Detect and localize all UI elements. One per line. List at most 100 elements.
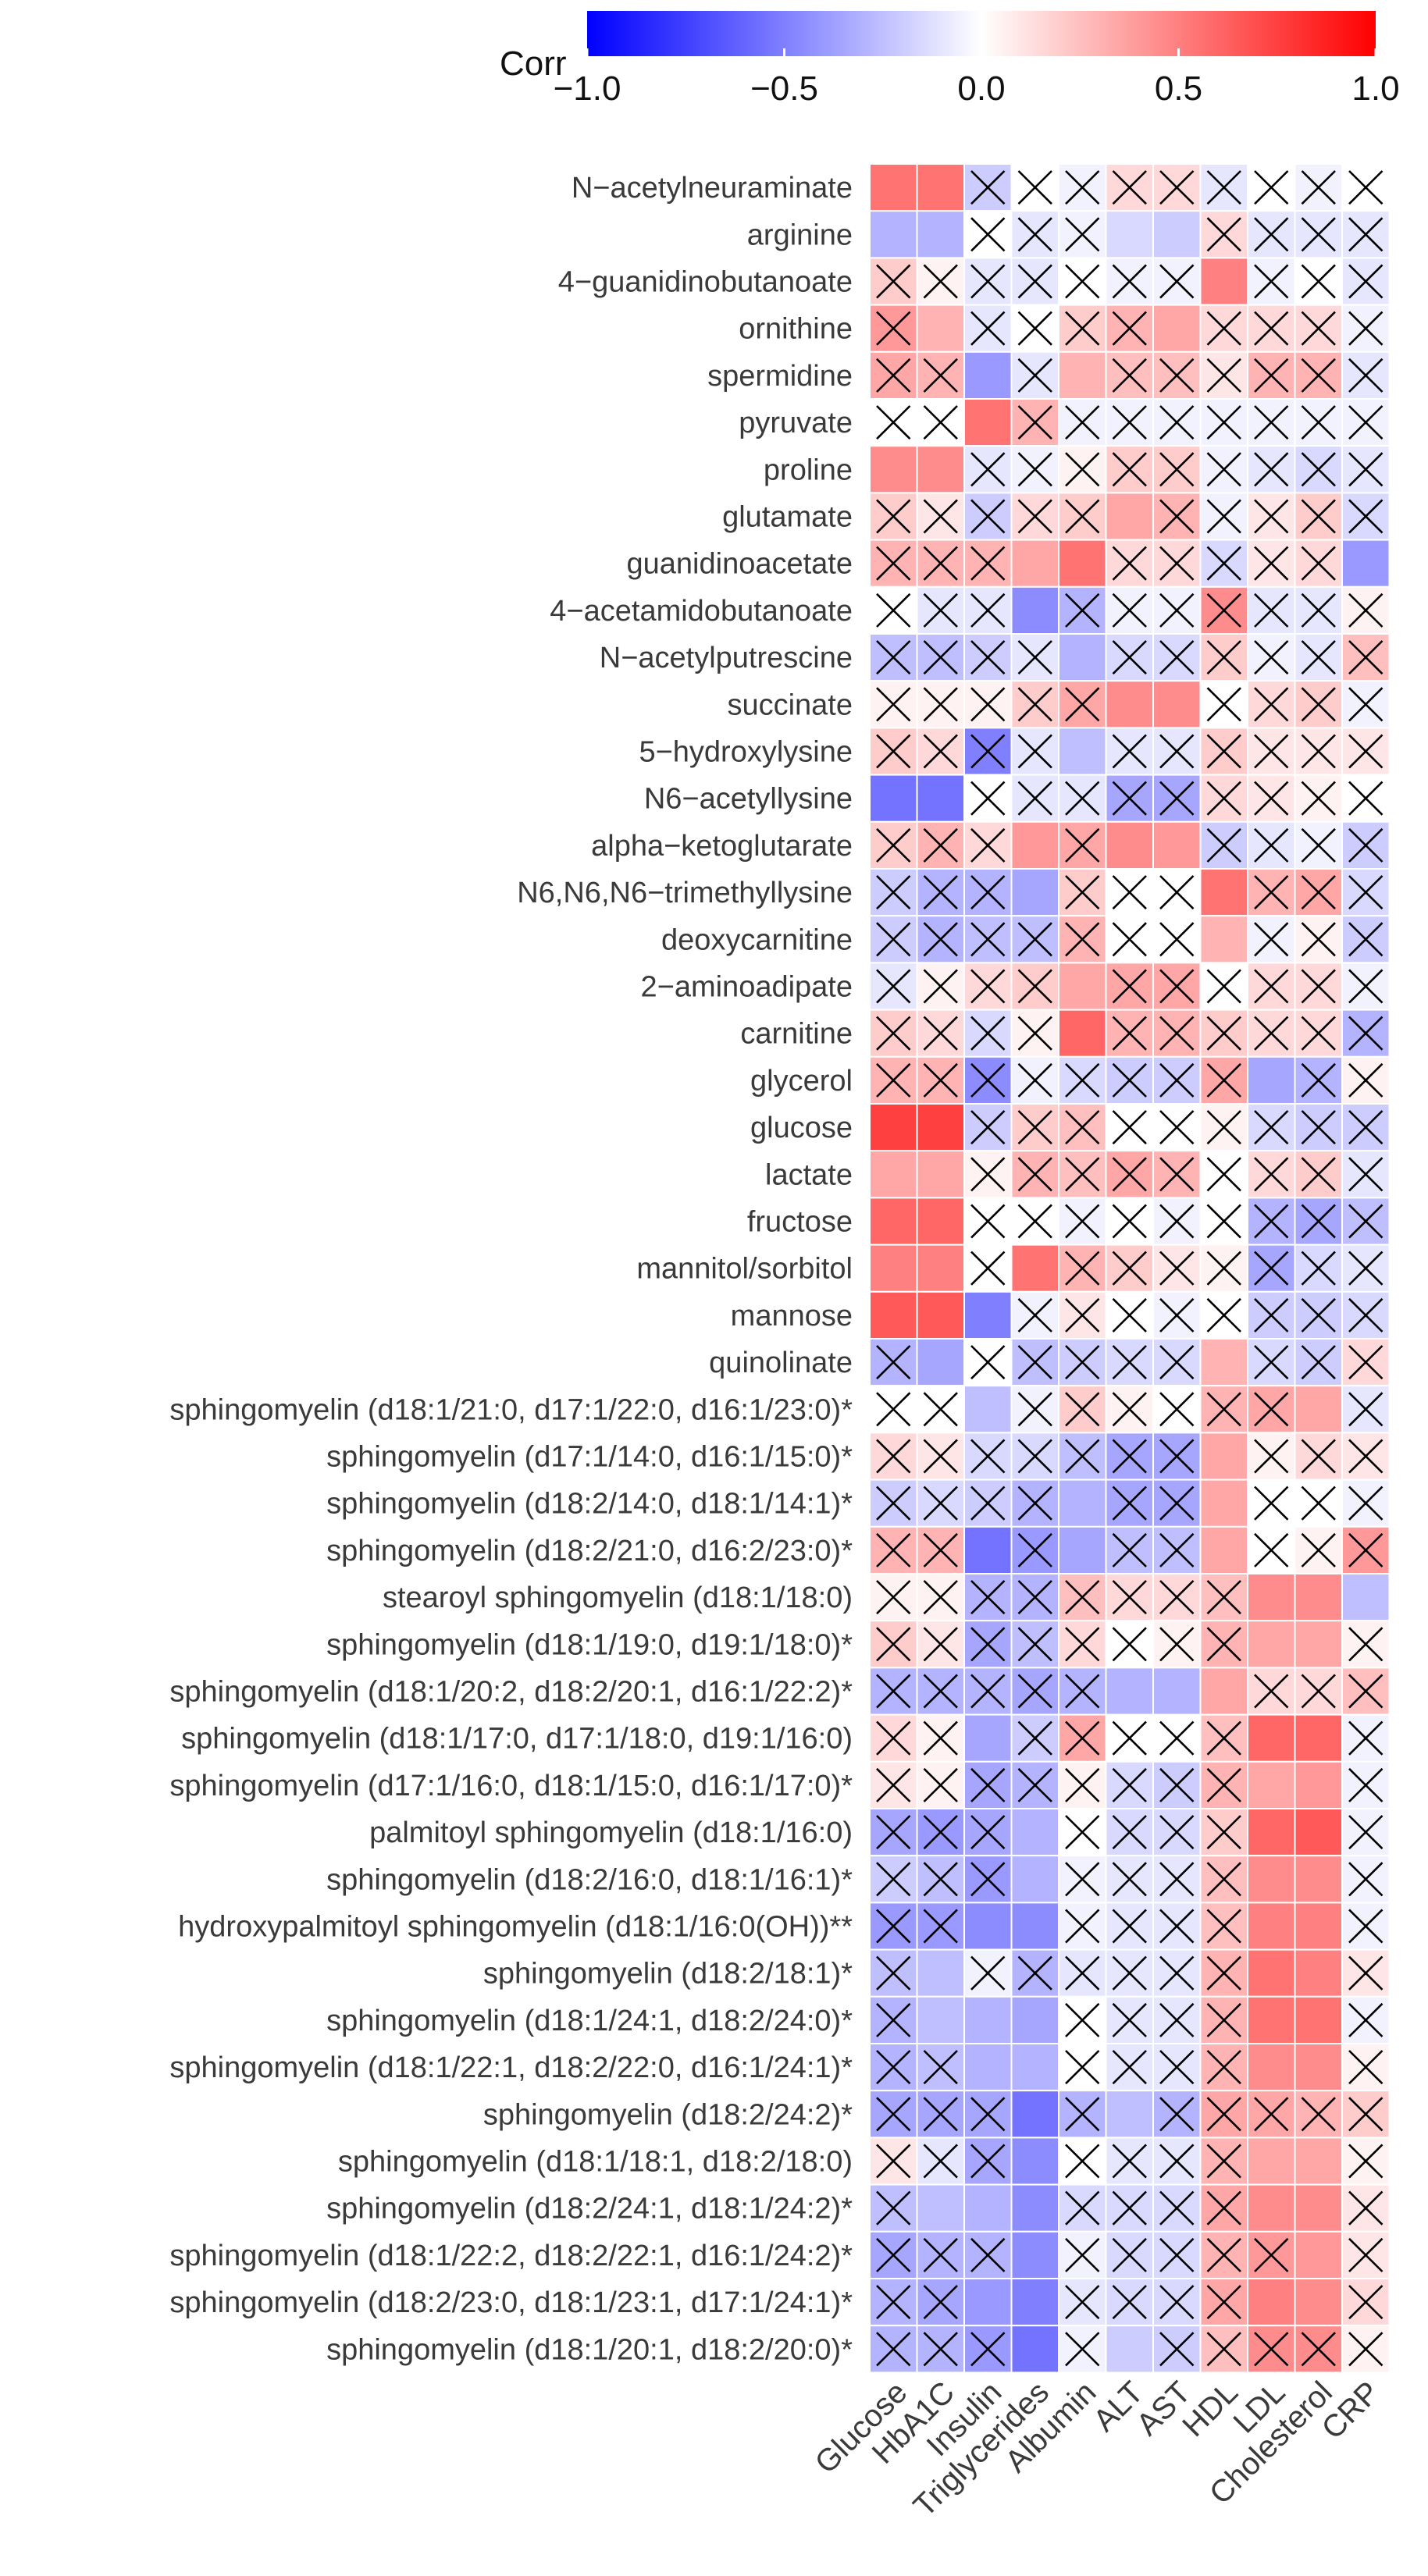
- legend-ticks: −1.0 −0.5 0.0 0.5 1.0: [554, 48, 1400, 108]
- row-label: 4−guanidinobutanoate: [558, 266, 853, 299]
- row-label: sphingomyelin (d18:2/24:1, d18:1/24:2)*: [326, 2193, 853, 2226]
- heatmap-cell: [1010, 1808, 1059, 1857]
- cross-mark: [876, 264, 911, 299]
- cross-mark: [1065, 1345, 1100, 1380]
- heatmap-cell: [1058, 539, 1107, 588]
- heatmap-cell: [916, 1995, 965, 2045]
- cross-mark: [1301, 592, 1336, 628]
- cross-mark: [970, 1157, 1006, 1192]
- heatmap-cell: [1199, 915, 1248, 964]
- cross-mark: [1017, 1627, 1052, 1662]
- cross-mark: [1301, 1062, 1336, 1098]
- cross-mark: [1348, 2190, 1383, 2226]
- cross-mark: [970, 969, 1006, 1004]
- cross-mark: [1206, 781, 1241, 816]
- cross-mark: [1301, 687, 1336, 722]
- cross-mark: [1159, 781, 1195, 816]
- cross-mark: [876, 1720, 911, 1756]
- cross-mark: [1112, 2002, 1147, 2037]
- cross-mark: [970, 499, 1006, 534]
- cross-mark: [1065, 1815, 1100, 1850]
- cross-mark: [1348, 640, 1383, 675]
- heatmap-cell: [1294, 1902, 1343, 1951]
- cross-mark: [1112, 1909, 1147, 1944]
- cross-mark: [1112, 2285, 1147, 2320]
- cross-mark: [1112, 1345, 1147, 1380]
- heatmap-cell: [1105, 820, 1154, 870]
- heatmap-cell: [1247, 2043, 1296, 2092]
- cross-mark: [1301, 1532, 1336, 1567]
- cross-mark: [1017, 1110, 1052, 1145]
- heatmap-cell: [1199, 1525, 1248, 1575]
- heatmap-cell: [1247, 1995, 1296, 2045]
- cross-mark: [923, 827, 958, 863]
- cross-mark: [1159, 2097, 1195, 2132]
- cross-mark: [923, 687, 958, 722]
- not-significant-marks: [876, 170, 1383, 2367]
- cross-mark: [876, 1955, 911, 1991]
- row-label: ornithine: [739, 313, 853, 346]
- row-label: sphingomyelin (d17:1/16:0, d18:1/15:0, d…: [169, 1770, 853, 1802]
- cross-mark: [1065, 1297, 1100, 1332]
- heatmap-cell: [916, 1103, 965, 1152]
- heatmap-cell: [1341, 1573, 1391, 1622]
- cross-mark: [1206, 1204, 1241, 1239]
- heatmap-cell: [1247, 1573, 1296, 1622]
- cross-mark: [876, 1815, 911, 1850]
- heatmap-cell: [1010, 1244, 1059, 1293]
- cross-mark: [1206, 1157, 1241, 1192]
- cross-mark: [1159, 1110, 1195, 1145]
- cross-mark: [1206, 2144, 1241, 2179]
- heatmap-cell: [1294, 2183, 1343, 2233]
- cross-mark: [1065, 1062, 1100, 1098]
- cross-mark: [923, 640, 958, 675]
- cross-mark: [923, 922, 958, 957]
- heatmap-cell: [1105, 1667, 1154, 1716]
- heatmap-cell: [869, 1290, 918, 1340]
- cross-mark: [1301, 1251, 1336, 1286]
- cross-mark: [1112, 875, 1147, 910]
- cross-mark: [1112, 170, 1147, 205]
- heatmap-cell: [869, 163, 918, 212]
- cross-mark: [1017, 1485, 1052, 1521]
- cross-mark: [923, 592, 958, 628]
- row-label: mannose: [731, 1300, 853, 1332]
- cross-mark: [1254, 640, 1289, 675]
- cross-mark: [1348, 1627, 1383, 1662]
- cross-mark: [1348, 499, 1383, 534]
- cross-mark: [970, 1251, 1006, 1286]
- row-label: pyruvate: [739, 407, 853, 439]
- cross-mark: [923, 1627, 958, 1662]
- cross-mark: [923, 2050, 958, 2085]
- cross-mark: [923, 1392, 958, 1427]
- heatmap-cell: [1105, 210, 1154, 259]
- cross-mark: [923, 1674, 958, 1709]
- cross-mark: [1301, 969, 1336, 1004]
- cross-mark: [970, 687, 1006, 722]
- cross-mark: [1112, 1485, 1147, 1521]
- heatmap-cell: [1247, 1055, 1296, 1105]
- cross-mark: [1017, 1532, 1052, 1567]
- cross-mark: [970, 1016, 1006, 1051]
- cross-mark: [1112, 969, 1147, 1004]
- cross-mark: [970, 781, 1006, 816]
- cross-mark: [1206, 1580, 1241, 1615]
- heatmap-cell: [1010, 1995, 1059, 2045]
- cross-mark: [923, 546, 958, 581]
- cross-mark: [1348, 1439, 1383, 1474]
- heatmap-cell: [1199, 1478, 1248, 1528]
- cross-mark: [1254, 734, 1289, 769]
- cross-mark: [970, 1110, 1006, 1145]
- cross-mark: [876, 2002, 911, 2037]
- heatmap-cell: [1199, 1338, 1248, 1387]
- cross-mark: [923, 1062, 958, 1098]
- heatmap-cell: [1294, 2230, 1343, 2280]
- cross-mark: [1159, 2332, 1195, 2367]
- cross-mark: [876, 2050, 911, 2085]
- heatmap-cell: [963, 350, 1013, 400]
- cross-mark: [1065, 1862, 1100, 1897]
- cross-mark: [1017, 1439, 1052, 1474]
- cross-mark: [876, 546, 911, 581]
- heatmap-cell: [1058, 1009, 1107, 1058]
- cross-mark: [1159, 2285, 1195, 2320]
